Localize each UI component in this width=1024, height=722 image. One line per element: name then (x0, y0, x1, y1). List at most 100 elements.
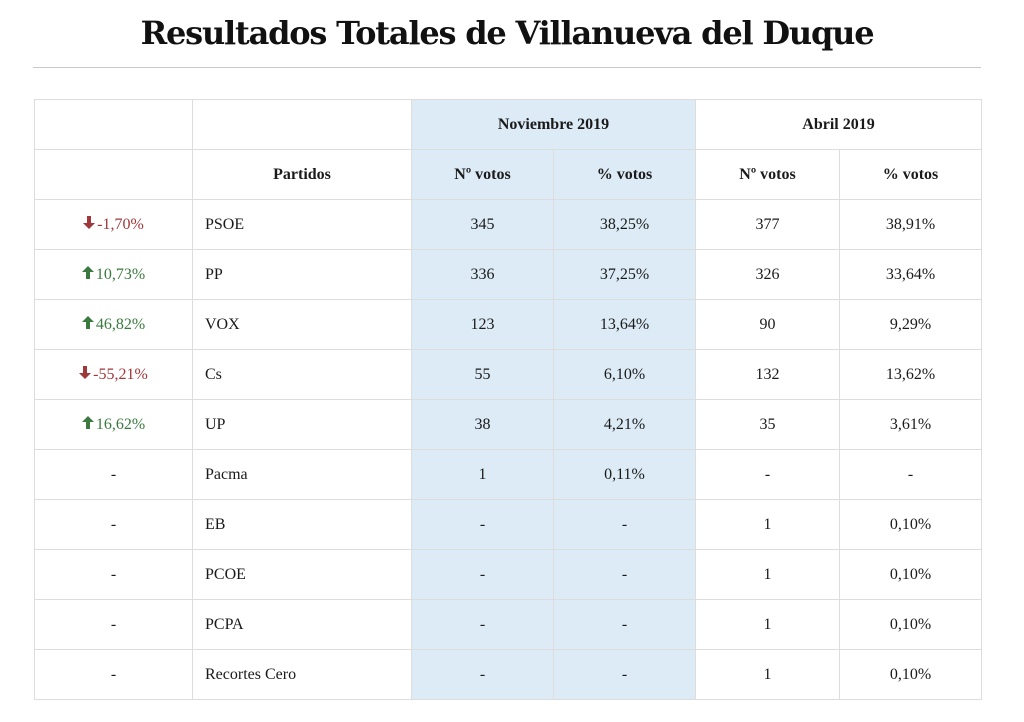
table-row: 10,73% PP 336 37,25% 326 33,64% (34, 249, 983, 300)
abr-pct-cell: 3,61% (838, 399, 983, 450)
change-cell: - (34, 449, 193, 500)
change-cell: - (34, 599, 193, 650)
abr-pct-cell: - (838, 449, 983, 500)
table-row: - EB - -1 0,10% (34, 499, 983, 550)
header-row-columns: Partidos Nº votos % votos Nº votos % vot… (34, 149, 983, 200)
nov-votes-cell: 336 (411, 249, 554, 300)
table-row: - PCOE - -1 0,10% (34, 549, 983, 600)
party-name: Cs (192, 349, 412, 400)
abr-pct-cell: 0,10% (838, 499, 983, 550)
table-row: -1,70% PSOE 345 38,25% 377 38,91% (34, 199, 983, 250)
nov-votes-cell: - (411, 599, 554, 650)
abr-pct-cell: 0,10% (838, 549, 983, 600)
abr-votes-cell: 35 (695, 399, 840, 450)
change-value: - (110, 465, 117, 483)
arrow-down-icon (83, 215, 96, 234)
results-table: Noviembre 2019 Abril 2019 Partidos Nº vo… (34, 99, 983, 700)
abr-pct-cell: 33,64% (838, 249, 983, 300)
nov-votes-cell: - (411, 649, 554, 700)
abr-pct-cell: 38,91% (838, 199, 983, 250)
change-value: 10,73% (95, 265, 146, 283)
abr-votes-cell: 377 (695, 199, 840, 250)
change-cell: 10,73% (34, 249, 193, 300)
change-cell: - (34, 499, 193, 550)
change-cell: -55,21% (34, 349, 193, 400)
nov-votes-cell: 345 (411, 199, 554, 250)
party-name: PCOE (192, 549, 412, 600)
header-row-periods: Noviembre 2019 Abril 2019 (34, 99, 983, 150)
table-row: - Recortes Cero - -1 0,10% (34, 649, 983, 700)
arrow-up-icon (81, 415, 94, 434)
party-name: VOX (192, 299, 412, 350)
results-body: -1,70% PSOE 345 38,25% 377 38,91% 10,73% PP 336 3… (34, 199, 983, 700)
header-empty-change (34, 99, 193, 150)
party-name: PCPA (192, 599, 412, 650)
nov-votes-cell: - (411, 549, 554, 600)
change-value: 46,82% (95, 315, 146, 333)
nov-pct-cell: - (553, 549, 696, 600)
abr-votes-cell: 90 (695, 299, 840, 350)
nov-pct-cell: 37,25% (553, 249, 696, 300)
abr-pct-cell: 13,62% (838, 349, 983, 400)
header-abr-votes: Nº votos (695, 149, 840, 200)
nov-pct-cell: - (553, 599, 696, 650)
party-name: UP (192, 399, 412, 450)
arrow-down-icon (79, 365, 92, 384)
change-cell: 16,62% (34, 399, 193, 450)
abr-votes-cell: 1 (695, 549, 840, 600)
nov-votes-cell: 38 (411, 399, 554, 450)
change-value: -55,21% (93, 365, 148, 383)
abr-pct-cell: 0,10% (838, 599, 983, 650)
header-empty-change-2 (34, 149, 193, 200)
header-november-2019: Noviembre 2019 (411, 99, 696, 150)
table-row: -55,21% Cs 55 6,10% 132 13,62% (34, 349, 983, 400)
header-partidos: Partidos (192, 149, 412, 200)
abr-votes-cell: - (695, 449, 840, 500)
header-empty-party (192, 99, 412, 150)
nov-pct-cell: 0,11% (553, 449, 696, 500)
arrow-up-icon (81, 315, 94, 334)
change-value: 16,62% (95, 415, 146, 433)
change-cell: - (34, 549, 193, 600)
party-name: PSOE (192, 199, 412, 250)
arrow-up-icon (81, 265, 94, 284)
header-nov-votes: Nº votos (411, 149, 554, 200)
party-name: EB (192, 499, 412, 550)
table-row: - PCPA - -1 0,10% (34, 599, 983, 650)
abr-votes-cell: 1 (695, 599, 840, 650)
nov-pct-cell: 6,10% (553, 349, 696, 400)
change-value: - (110, 515, 117, 533)
header-april-2019: Abril 2019 (694, 99, 983, 150)
table-row: 46,82% VOX 123 13,64% 90 9,29% (34, 299, 983, 350)
party-name: Recortes Cero (192, 649, 412, 700)
change-value: - (110, 565, 117, 583)
change-cell: -1,70% (34, 199, 193, 250)
change-cell: - (34, 649, 193, 700)
nov-pct-cell: - (553, 649, 696, 700)
nov-pct-cell: - (553, 499, 696, 550)
abr-pct-cell: 9,29% (838, 299, 983, 350)
change-cell: 46,82% (34, 299, 193, 350)
abr-votes-cell: 1 (695, 499, 840, 550)
nov-pct-cell: 38,25% (553, 199, 696, 250)
nov-votes-cell: 123 (411, 299, 554, 350)
header-nov-pct: % votos (553, 149, 696, 200)
nov-votes-cell: - (411, 499, 554, 550)
abr-votes-cell: 132 (695, 349, 840, 400)
title-divider (33, 67, 981, 68)
nov-pct-cell: 4,21% (553, 399, 696, 450)
change-value: - (110, 615, 117, 633)
nov-pct-cell: 13,64% (553, 299, 696, 350)
abr-votes-cell: 1 (695, 649, 840, 700)
party-name: Pacma (192, 449, 412, 500)
page-title: Resultados Totales de Villanueva del Duq… (140, 14, 875, 52)
change-value: -1,70% (97, 215, 144, 233)
table-row: 16,62% UP 38 4,21% 35 3,61% (34, 399, 983, 450)
change-value: - (110, 665, 117, 683)
nov-votes-cell: 55 (411, 349, 554, 400)
abr-votes-cell: 326 (695, 249, 840, 300)
table-row: - Pacma 1 0,11% - - (34, 449, 983, 500)
header-abr-pct: % votos (838, 149, 983, 200)
abr-pct-cell: 0,10% (838, 649, 983, 700)
party-name: PP (192, 249, 412, 300)
